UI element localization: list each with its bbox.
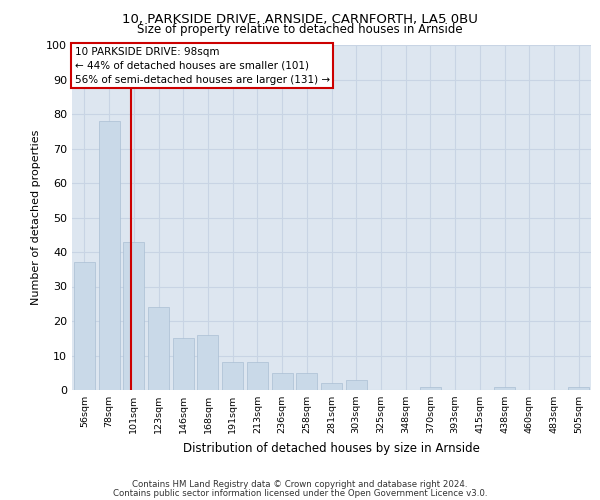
Bar [272,373,293,390]
Text: 10, PARKSIDE DRIVE, ARNSIDE, CARNFORTH, LA5 0BU: 10, PARKSIDE DRIVE, ARNSIDE, CARNFORTH, … [122,12,478,26]
Text: Contains HM Land Registry data © Crown copyright and database right 2024.: Contains HM Land Registry data © Crown c… [132,480,468,489]
Bar [98,121,119,390]
Bar [173,338,194,390]
Bar [321,383,342,390]
Text: Size of property relative to detached houses in Arnside: Size of property relative to detached ho… [137,24,463,36]
X-axis label: Distribution of detached houses by size in Arnside: Distribution of detached houses by size … [183,442,480,454]
Y-axis label: Number of detached properties: Number of detached properties [31,130,41,305]
Bar [247,362,268,390]
Bar [494,386,515,390]
Bar [420,386,441,390]
Bar [197,335,218,390]
Bar [148,307,169,390]
Bar [74,262,95,390]
Bar [123,242,144,390]
Bar [346,380,367,390]
Bar [222,362,243,390]
Bar [296,373,317,390]
Bar [568,386,589,390]
Text: Contains public sector information licensed under the Open Government Licence v3: Contains public sector information licen… [113,488,487,498]
Text: 10 PARKSIDE DRIVE: 98sqm
← 44% of detached houses are smaller (101)
56% of semi-: 10 PARKSIDE DRIVE: 98sqm ← 44% of detach… [74,46,330,84]
